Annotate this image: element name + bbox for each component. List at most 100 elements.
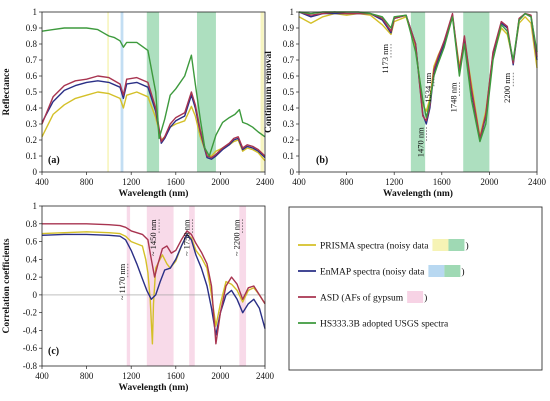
band-4 <box>260 12 264 172</box>
y-tick-label: 1 <box>33 7 38 17</box>
x-tick-label: 400 <box>292 177 306 187</box>
annotation-label-3: ~ 2200 nm <box>232 219 242 256</box>
y-tick-label: 0.8 <box>283 39 295 49</box>
y-tick-label: 0.1 <box>26 151 37 161</box>
y-tick-label: -0.4 <box>23 325 38 335</box>
x-axis-label: Wavelength (nm) <box>119 188 189 199</box>
y-tick-label: 0.2 <box>283 135 294 145</box>
legend-box <box>288 206 543 371</box>
legend-swatch-1-0 <box>428 265 445 277</box>
annotation-label-0: 1173 nm <box>380 44 390 74</box>
legend-swatch-2-0 <box>407 291 424 303</box>
x-tick-label: 1200 <box>385 177 404 187</box>
series-line-0 <box>41 91 266 162</box>
y-tick-label: 0.8 <box>26 39 38 49</box>
series-line-1 <box>41 233 266 336</box>
panel-b: 400 800 1200 1600 2000 2400 0 0.1 0.2 0.3 0.4 0.5 0.… <box>264 7 547 199</box>
y-tick-label: 0.3 <box>26 119 38 129</box>
y-tick-label: 0 <box>33 167 38 177</box>
panel-a: 400 800 1200 1600 2000 2400 0 0.1 0.2 0.3 0.4 0.5 0.… <box>2 7 275 199</box>
annotation-label-2: 1470 nm <box>415 127 425 157</box>
x-tick-label: 1600 <box>167 371 186 381</box>
y-tick-label: 1 <box>33 201 38 211</box>
x-tick-label: 1600 <box>167 177 186 187</box>
band-0 <box>126 206 131 366</box>
legend-swatch-0-1 <box>448 239 465 251</box>
y-tick-label: 0.5 <box>283 87 295 97</box>
series-line-2 <box>41 75 266 159</box>
legend-label-2: ASD (AFs of gypsum <box>320 293 404 304</box>
band-0 <box>410 12 426 172</box>
y-axis-label: Reflectance <box>2 69 12 116</box>
band-1 <box>463 12 490 172</box>
legend-label-0: PRISMA spectra (noisy data <box>320 241 429 252</box>
y-tick-label: 0.9 <box>26 23 38 33</box>
legend-label-3: HS333.3B adopted USGS spectra <box>320 320 449 330</box>
y-tick-label: 0.4 <box>283 103 295 113</box>
band-2 <box>189 206 195 366</box>
annotation-label-4: 2200 nm <box>502 72 512 102</box>
x-axis-label: Wavelength (nm) <box>119 382 189 393</box>
y-tick-label: 0.7 <box>26 55 38 65</box>
y-tick-label: 0.2 <box>26 135 37 145</box>
series-line-2 <box>42 223 266 345</box>
legend-label-1: EnMAP spectra (noisy data <box>320 267 425 278</box>
series-line-2 <box>298 11 538 140</box>
band-0 <box>107 12 109 172</box>
legend: PRISMA spectra (noisy data) EnMAP spectra… <box>288 206 543 371</box>
x-tick-label: 2000 <box>480 177 499 187</box>
y-axis-label: Continuum removal <box>264 51 274 133</box>
x-tick-label: 1600 <box>433 177 452 187</box>
y-tick-label: 1 <box>290 7 295 17</box>
annotation-label-0: ~ 1170 nm <box>117 263 127 300</box>
x-tick-label: 800 <box>340 177 354 187</box>
y-tick-label: 0.9 <box>283 23 295 33</box>
panel-letter: (c) <box>48 346 59 357</box>
y-tick-label: 0 <box>290 167 295 177</box>
panel-letter: (b) <box>316 155 328 166</box>
legend-close-paren-2: ) <box>424 293 427 304</box>
y-tick-label: 0.4 <box>26 254 38 264</box>
x-tick-label: 800 <box>80 371 94 381</box>
band-2 <box>146 12 160 172</box>
series-line-1 <box>41 80 266 160</box>
y-tick-label: 0.6 <box>26 71 38 81</box>
y-tick-label: 0.5 <box>26 87 38 97</box>
annotation-label-1: 1534 nm <box>423 72 433 102</box>
band-3 <box>239 206 247 366</box>
x-tick-label: 2000 <box>211 177 230 187</box>
legend-swatch-1-1 <box>444 265 461 277</box>
panel-letter: (a) <box>48 155 60 166</box>
plot-frame <box>41 205 266 367</box>
x-tick-label: 2400 <box>256 371 275 381</box>
annotation-label-2: ~ 1750 nm <box>182 219 192 256</box>
y-tick-label: 0.7 <box>283 55 295 65</box>
y-tick-label: 0.4 <box>26 103 38 113</box>
legend-close-paren-0: ) <box>465 241 468 252</box>
annotation-label-3: 1748 nm <box>448 82 458 112</box>
y-tick-label: 0.8 <box>26 219 38 229</box>
y-tick-label: 0.1 <box>283 151 294 161</box>
x-tick-label: 1200 <box>122 177 141 187</box>
band-3 <box>196 12 216 172</box>
x-tick-label: 2400 <box>256 177 275 187</box>
band-1 <box>146 206 174 366</box>
x-tick-label: 400 <box>35 371 49 381</box>
y-axis-label: Correlation coefficients <box>2 238 12 333</box>
x-axis-label: Wavelength (nm) <box>383 188 453 199</box>
panel-c: 400 800 1200 1600 2000 2400 -0.8 -0.6 -0.4 -0.2 0 0… <box>2 201 275 393</box>
x-tick-label: 2400 <box>528 177 547 187</box>
x-tick-label: 800 <box>80 177 94 187</box>
annotation-label-1: ~ 1450 nm <box>148 219 158 256</box>
legend-swatch-0-0 <box>432 239 449 251</box>
x-tick-label: 1200 <box>122 371 141 381</box>
y-tick-label: 0.6 <box>26 237 38 247</box>
y-tick-label: 0.2 <box>26 272 37 282</box>
y-tick-label: -0.8 <box>23 361 38 371</box>
x-tick-label: 400 <box>35 177 49 187</box>
series-line-3 <box>41 27 266 157</box>
y-tick-label: -0.2 <box>23 308 37 318</box>
y-tick-label: -0.6 <box>23 343 38 353</box>
y-tick-label: 0.6 <box>283 71 295 81</box>
